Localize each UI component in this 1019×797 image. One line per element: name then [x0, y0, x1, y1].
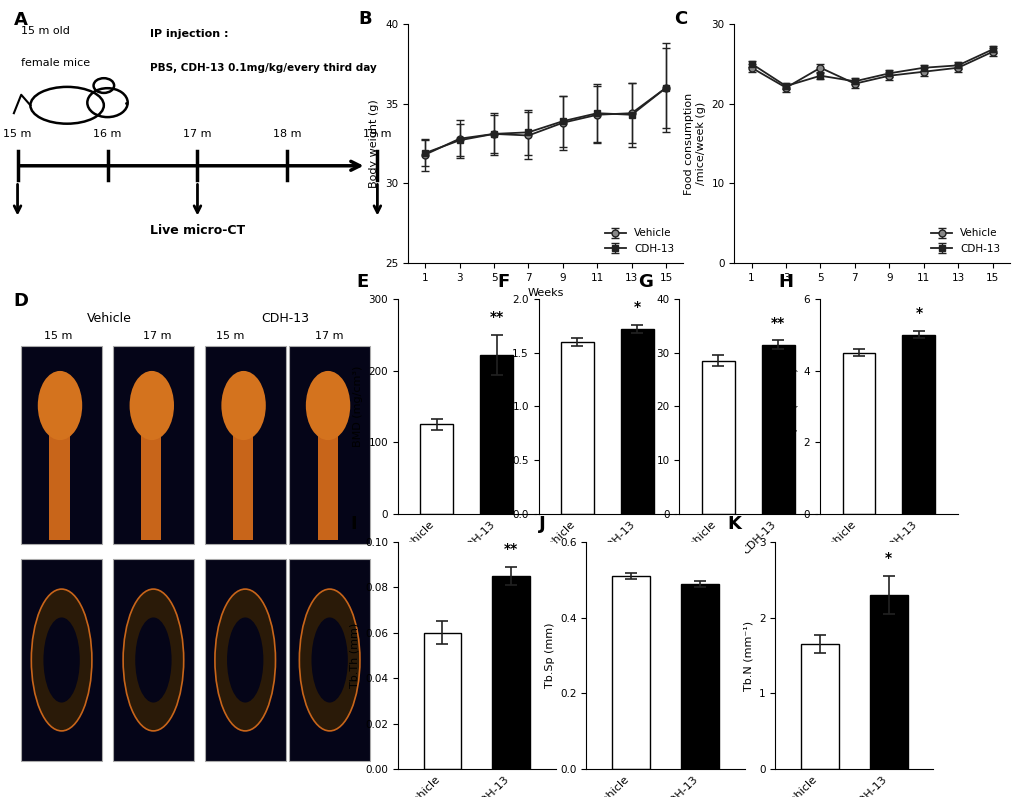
- Text: J: J: [539, 515, 545, 532]
- Bar: [233, 431, 253, 540]
- Ellipse shape: [136, 618, 171, 702]
- Text: *: *: [884, 551, 892, 565]
- Bar: [50, 431, 69, 540]
- Text: 15 m: 15 m: [216, 332, 245, 341]
- Ellipse shape: [306, 371, 350, 440]
- Y-axis label: Tb.Sp (mm): Tb.Sp (mm): [544, 622, 554, 689]
- Bar: [142, 431, 161, 540]
- Bar: [205, 346, 285, 544]
- Text: C: C: [674, 10, 687, 28]
- Ellipse shape: [123, 589, 183, 731]
- Bar: [560, 342, 593, 514]
- Y-axis label: Body weight (g): Body weight (g): [369, 99, 379, 188]
- Ellipse shape: [221, 371, 266, 440]
- Bar: [423, 633, 461, 769]
- Text: Vehicle: Vehicle: [87, 312, 131, 324]
- Bar: [681, 583, 718, 769]
- Bar: [701, 361, 734, 514]
- Bar: [317, 431, 337, 540]
- Text: K: K: [728, 515, 741, 532]
- Text: PBS, CDH-13 0.1mg/kg/every third day: PBS, CDH-13 0.1mg/kg/every third day: [150, 63, 376, 73]
- Text: E: E: [357, 273, 369, 291]
- Text: F: F: [497, 273, 510, 291]
- Ellipse shape: [227, 618, 263, 702]
- Bar: [761, 344, 794, 514]
- Text: 17 m: 17 m: [183, 129, 212, 139]
- X-axis label: Weeks: Weeks: [527, 289, 564, 298]
- Text: 17 m: 17 m: [315, 332, 343, 341]
- Text: 15 m old: 15 m old: [21, 26, 70, 37]
- Bar: [842, 352, 874, 514]
- Ellipse shape: [44, 618, 79, 702]
- Text: 17 m: 17 m: [143, 332, 171, 341]
- Legend: Vehicle, CDH-13: Vehicle, CDH-13: [926, 224, 1004, 257]
- Text: I: I: [351, 515, 357, 532]
- Text: Live micro-CT: Live micro-CT: [150, 224, 245, 237]
- Bar: [800, 644, 838, 769]
- Text: *: *: [633, 300, 640, 314]
- Text: 15 m: 15 m: [44, 332, 72, 341]
- Ellipse shape: [32, 589, 92, 731]
- Text: D: D: [14, 292, 29, 310]
- Bar: [480, 355, 513, 514]
- Text: **: **: [489, 310, 503, 324]
- Y-axis label: Tb.Th (mm): Tb.Th (mm): [350, 623, 359, 688]
- Text: H: H: [779, 273, 793, 291]
- Bar: [420, 424, 452, 514]
- Text: IP injection :: IP injection :: [150, 29, 228, 39]
- Bar: [902, 335, 934, 514]
- Bar: [621, 329, 653, 514]
- Ellipse shape: [300, 589, 360, 731]
- Bar: [21, 559, 102, 761]
- Bar: [113, 346, 194, 544]
- Bar: [869, 595, 907, 769]
- Text: **: **: [503, 542, 518, 556]
- Y-axis label: BMD (mg/cm³): BMD (mg/cm³): [353, 366, 363, 447]
- Y-axis label: BS/BV (mm⁻¹): BS/BV (mm⁻¹): [788, 367, 798, 446]
- Bar: [113, 559, 194, 761]
- Ellipse shape: [311, 618, 347, 702]
- Y-axis label: Food consumption
/mice/week (g): Food consumption /mice/week (g): [684, 92, 705, 194]
- Text: B: B: [358, 10, 372, 28]
- Text: G: G: [638, 273, 652, 291]
- Y-axis label: BV/TV (%): BV/TV (%): [640, 379, 650, 434]
- Bar: [205, 559, 285, 761]
- Text: 18 m: 18 m: [273, 129, 302, 139]
- Bar: [611, 576, 649, 769]
- Y-axis label: Tb.N (mm⁻¹): Tb.N (mm⁻¹): [743, 621, 753, 690]
- Bar: [289, 346, 370, 544]
- Y-axis label: BV (mm³): BV (mm³): [496, 379, 506, 434]
- Bar: [21, 346, 102, 544]
- Text: 16 m: 16 m: [93, 129, 121, 139]
- Text: *: *: [914, 306, 921, 320]
- Legend: Vehicle, CDH-13: Vehicle, CDH-13: [600, 224, 678, 257]
- Ellipse shape: [38, 371, 83, 440]
- Ellipse shape: [129, 371, 174, 440]
- Text: female mice: female mice: [21, 58, 91, 68]
- Bar: [492, 576, 530, 769]
- Text: CDH-13: CDH-13: [261, 312, 310, 324]
- Bar: [289, 559, 370, 761]
- Text: A: A: [14, 10, 28, 29]
- Text: **: **: [770, 316, 785, 329]
- Text: 19 m: 19 m: [363, 129, 391, 139]
- Text: 15 m: 15 m: [3, 129, 32, 139]
- Ellipse shape: [215, 589, 275, 731]
